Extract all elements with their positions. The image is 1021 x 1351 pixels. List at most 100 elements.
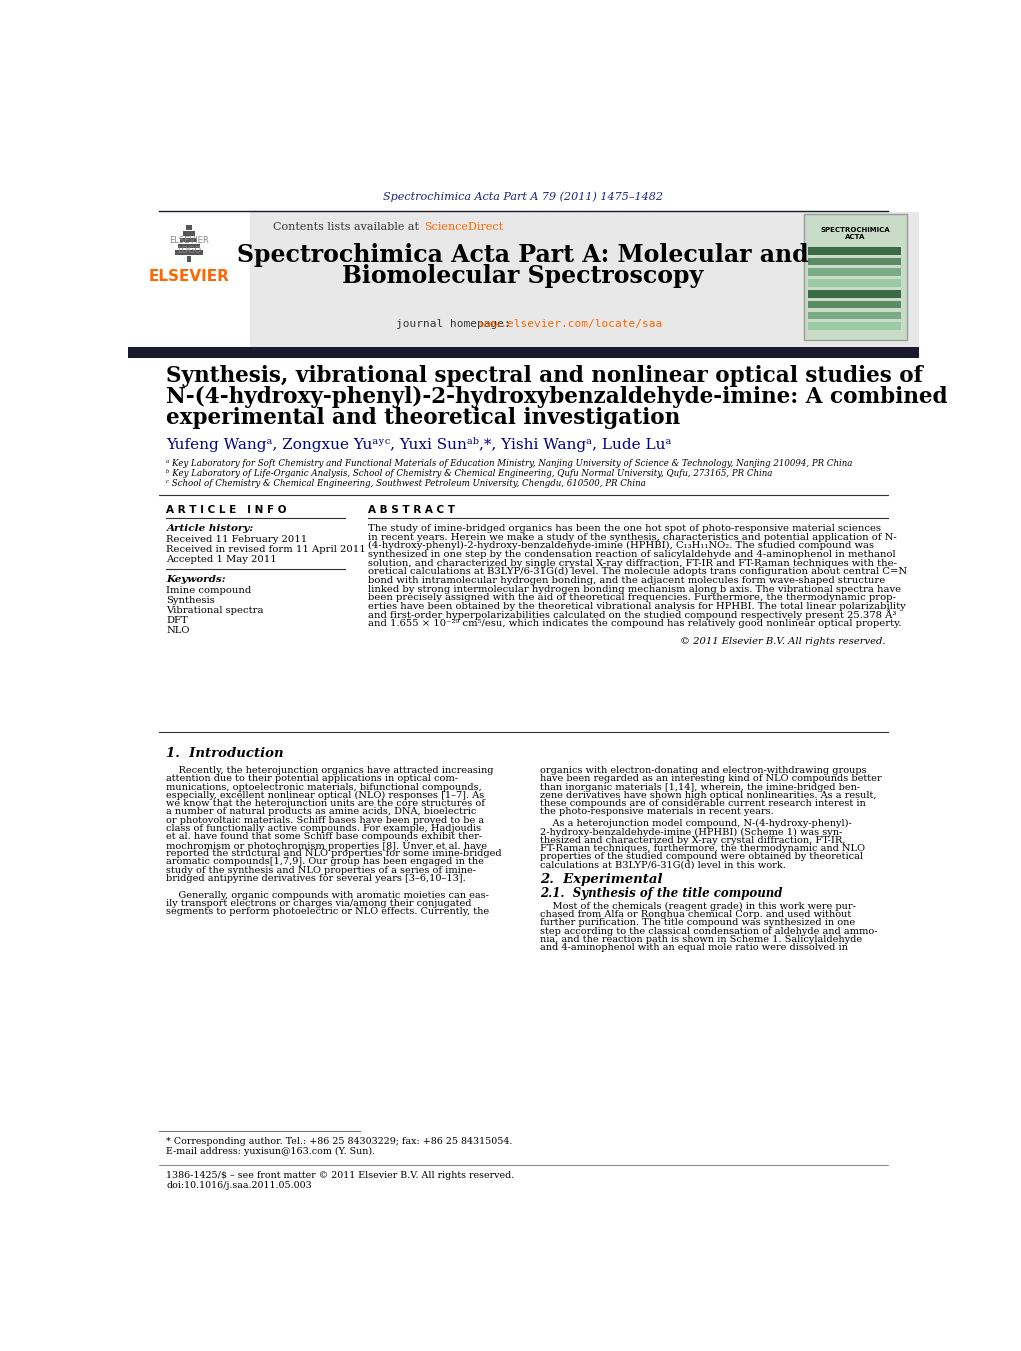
Text: linked by strong intermolecular hydrogen bonding mechanism along b axis. The vib: linked by strong intermolecular hydrogen… [368,585,901,593]
Text: study of the synthesis and NLO properties of a series of imine-: study of the synthesis and NLO propertie… [166,866,477,874]
Text: we know that the heterojunction units are the core structures of: we know that the heterojunction units ar… [166,800,485,808]
Text: A R T I C L E   I N F O: A R T I C L E I N F O [166,505,287,515]
Text: Accepted 1 May 2011: Accepted 1 May 2011 [166,555,277,563]
Bar [808,280,902,286]
Text: ᵃ Key Laboratory for Soft Chemistry and Functional Materials of Education Minist: ᵃ Key Laboratory for Soft Chemistry and … [166,459,853,469]
Bar [178,243,200,249]
Text: have been regarded as an interesting kind of NLO compounds better: have been regarded as an interesting kin… [540,774,881,784]
Bar [128,212,919,347]
Text: journal homepage:: journal homepage: [396,319,518,328]
Text: ELSEVIER
LOGO: ELSEVIER LOGO [168,235,208,255]
Text: munications, optoelectronic materials, bifunctional compounds,: munications, optoelectronic materials, b… [166,782,482,792]
Text: class of functionally active compounds. For example, Hadjoudis: class of functionally active compounds. … [166,824,482,834]
Text: * Corresponding author. Tel.: +86 25 84303229; fax: +86 25 84315054.: * Corresponding author. Tel.: +86 25 843… [166,1138,513,1146]
Text: been precisely assigned with the aid of theoretical frequencies. Furthermore, th: been precisely assigned with the aid of … [368,593,895,603]
Text: the photo-responsive materials in recent years.: the photo-responsive materials in recent… [540,808,774,816]
Text: Imine compound: Imine compound [166,586,251,594]
Text: ily transport electrons or charges via/among their conjugated: ily transport electrons or charges via/a… [166,898,472,908]
Text: Spectrochimica Acta Part A 79 (2011) 1475–1482: Spectrochimica Acta Part A 79 (2011) 147… [383,192,663,203]
Text: et al. have found that some Schiff base compounds exhibit ther-: et al. have found that some Schiff base … [166,832,483,842]
Text: erties have been obtained by the theoretical vibrational analysis for HPHBI. The: erties have been obtained by the theoret… [368,601,906,611]
Text: organics with electron-donating and electron-withdrawing groups: organics with electron-donating and elec… [540,766,867,775]
Text: E-mail address: yuxisun@163.com (Y. Sun).: E-mail address: yuxisun@163.com (Y. Sun)… [166,1147,376,1156]
Text: Spectrochimica Acta Part A: Molecular and: Spectrochimica Acta Part A: Molecular an… [237,243,809,266]
Text: than inorganic materials [1,14], wherein, the imine-bridged ben-: than inorganic materials [1,14], wherein… [540,782,860,792]
Text: ELSEVIER: ELSEVIER [148,269,230,284]
Text: aromatic compounds[1,7,9]. Our group has been engaged in the: aromatic compounds[1,7,9]. Our group has… [166,858,484,866]
Text: and 1.655 × 10⁻²⁹ cm⁵/esu, which indicates the compound has relatively good nonl: and 1.655 × 10⁻²⁹ cm⁵/esu, which indicat… [368,619,902,628]
Text: Recently, the heterojunction organics have attracted increasing: Recently, the heterojunction organics ha… [166,766,494,775]
Text: these compounds are of considerable current research interest in: these compounds are of considerable curr… [540,800,866,808]
Bar [175,250,203,254]
Text: a number of natural products as amine acids, DNA, bioelectric: a number of natural products as amine ac… [166,808,477,816]
Text: chased from Alfa or Ronghua chemical Corp. and used without: chased from Alfa or Ronghua chemical Cor… [540,911,852,919]
Bar [808,258,902,265]
Text: step according to the classical condensation of aldehyde and ammo-: step according to the classical condensa… [540,927,877,936]
Text: and first-order hyperpolarizabilities calculated on the studied compound respect: and first-order hyperpolarizabilities ca… [368,609,896,620]
Text: and 4-aminophenol with an equal mole ratio were dissolved in: and 4-aminophenol with an equal mole rat… [540,943,847,952]
Text: further purification. The title compound was synthesized in one: further purification. The title compound… [540,919,855,927]
Bar [128,212,250,347]
Text: bridged antipyrine derivatives for several years [3–6,10–13].: bridged antipyrine derivatives for sever… [166,874,467,884]
Text: 2.  Experimental: 2. Experimental [540,874,663,886]
Bar [808,269,902,276]
Text: (4-hydroxy-phenyl)-2-hydroxy-benzaldehyde-imine (HPHBI), C₁₃H₁₁NO₂. The studied : (4-hydroxy-phenyl)-2-hydroxy-benzaldehyd… [368,542,874,550]
Text: oretical calculations at B3LYP/6-31G(d) level. The molecule adopts trans configu: oretical calculations at B3LYP/6-31G(d) … [368,567,907,577]
Bar [186,226,192,230]
Text: www.elsevier.com/locate/saa: www.elsevier.com/locate/saa [480,319,663,328]
Text: Generally, organic compounds with aromatic moieties can eas-: Generally, organic compounds with aromat… [166,890,489,900]
Text: ᶜ School of Chemistry & Chemical Engineering, Southwest Petroleum University, Ch: ᶜ School of Chemistry & Chemical Enginee… [166,480,646,489]
Text: FT-Raman techniques, furthermore, the thermodynamic and NLO: FT-Raman techniques, furthermore, the th… [540,844,865,852]
Bar [805,215,907,340]
Text: Synthesis: Synthesis [166,596,215,605]
Text: mochromism or photochromism properties [8]. Ünver et al. have: mochromism or photochromism properties [… [166,840,487,851]
Text: Article history:: Article history: [166,524,253,534]
Text: reported the structural and NLO properties for some imine-bridged: reported the structural and NLO properti… [166,848,502,858]
Bar [808,312,902,319]
Bar [808,301,902,308]
Text: calculations at B3LYP/6-31G(d) level in this work.: calculations at B3LYP/6-31G(d) level in … [540,861,786,870]
Text: ACTA: ACTA [845,234,866,240]
Text: NLO: NLO [166,626,190,635]
Text: Synthesis, vibrational spectral and nonlinear optical studies of: Synthesis, vibrational spectral and nonl… [166,365,923,388]
Text: Vibrational spectra: Vibrational spectra [166,605,263,615]
Text: attention due to their potential applications in optical com-: attention due to their potential applica… [166,774,458,784]
Text: zene derivatives have shown high optical nonlinearities. As a result,: zene derivatives have shown high optical… [540,790,876,800]
Text: nia, and the reaction path is shown in Scheme 1. Salicylaldehyde: nia, and the reaction path is shown in S… [540,935,862,944]
Text: DFT: DFT [166,616,188,624]
Bar [181,238,197,242]
Text: ᵇ Key Laboratory of Life-Organic Analysis, School of Chemistry & Chemical Engine: ᵇ Key Laboratory of Life-Organic Analysi… [166,469,773,478]
Text: N-(4-hydroxy-phenyl)-2-hydroxybenzaldehyde-imine: A combined: N-(4-hydroxy-phenyl)-2-hydroxybenzaldehy… [166,386,947,408]
Bar [808,323,902,330]
Bar [184,231,195,236]
Text: 2-hydroxy-benzaldehyde-imine (HPHBI) (Scheme 1) was syn-: 2-hydroxy-benzaldehyde-imine (HPHBI) (Sc… [540,827,842,836]
Text: properties of the studied compound were obtained by theoretical: properties of the studied compound were … [540,852,863,862]
Bar [808,247,902,254]
Text: or photovoltaic materials. Schiff bases have been proved to be a: or photovoltaic materials. Schiff bases … [166,816,485,825]
Bar [128,347,919,358]
Text: solution, and characterized by single crystal X-ray diffraction, FT-IR and FT-Ra: solution, and characterized by single cr… [368,558,896,567]
Text: Biomolecular Spectroscopy: Biomolecular Spectroscopy [342,263,703,288]
Text: Yufeng Wangᵃ, Zongxue Yuᵃʸᶜ, Yuxi Sunᵃᵇ,*, Yishi Wangᵃ, Lude Luᵃ: Yufeng Wangᵃ, Zongxue Yuᵃʸᶜ, Yuxi Sunᵃᵇ,… [166,438,672,453]
Text: Contents lists available at: Contents lists available at [273,222,422,232]
Text: thesized and characterized by X-ray crystal diffraction, FT-IR,: thesized and characterized by X-ray crys… [540,836,845,844]
Text: 1.  Introduction: 1. Introduction [166,747,284,761]
Text: bond with intramolecular hydrogen bonding, and the adjacent molecules form wave-: bond with intramolecular hydrogen bondin… [368,576,885,585]
Text: especially, excellent nonlinear optical (NLO) responses [1–7]. As: especially, excellent nonlinear optical … [166,790,485,800]
Text: ScienceDirect: ScienceDirect [424,222,502,232]
Text: segments to perform photoelectric or NLO effects. Currently, the: segments to perform photoelectric or NLO… [166,908,489,916]
Text: 1386-1425/$ – see front matter © 2011 Elsevier B.V. All rights reserved.: 1386-1425/$ – see front matter © 2011 El… [166,1171,515,1179]
Text: 2.1.  Synthesis of the title compound: 2.1. Synthesis of the title compound [540,886,782,900]
Text: A B S T R A C T: A B S T R A C T [368,505,455,515]
Text: doi:10.1016/j.saa.2011.05.003: doi:10.1016/j.saa.2011.05.003 [166,1181,312,1190]
Text: in recent years. Herein we make a study of the synthesis, characteristics and po: in recent years. Herein we make a study … [368,532,896,542]
Text: experimental and theoretical investigation: experimental and theoretical investigati… [166,407,681,428]
Bar [808,290,902,297]
Text: As a heterojunction model compound, N-(4-hydroxy-phenyl)-: As a heterojunction model compound, N-(4… [540,819,852,828]
Text: © 2011 Elsevier B.V. All rights reserved.: © 2011 Elsevier B.V. All rights reserved… [680,636,885,646]
Text: Received 11 February 2011: Received 11 February 2011 [166,535,307,544]
Text: Most of the chemicals (reagent grade) in this work were pur-: Most of the chemicals (reagent grade) in… [540,901,856,911]
Bar [187,257,191,262]
Text: The study of imine-bridged organics has been the one hot spot of photo-responsiv: The study of imine-bridged organics has … [368,524,881,534]
Text: SPECTROCHIMICA: SPECTROCHIMICA [821,227,890,232]
